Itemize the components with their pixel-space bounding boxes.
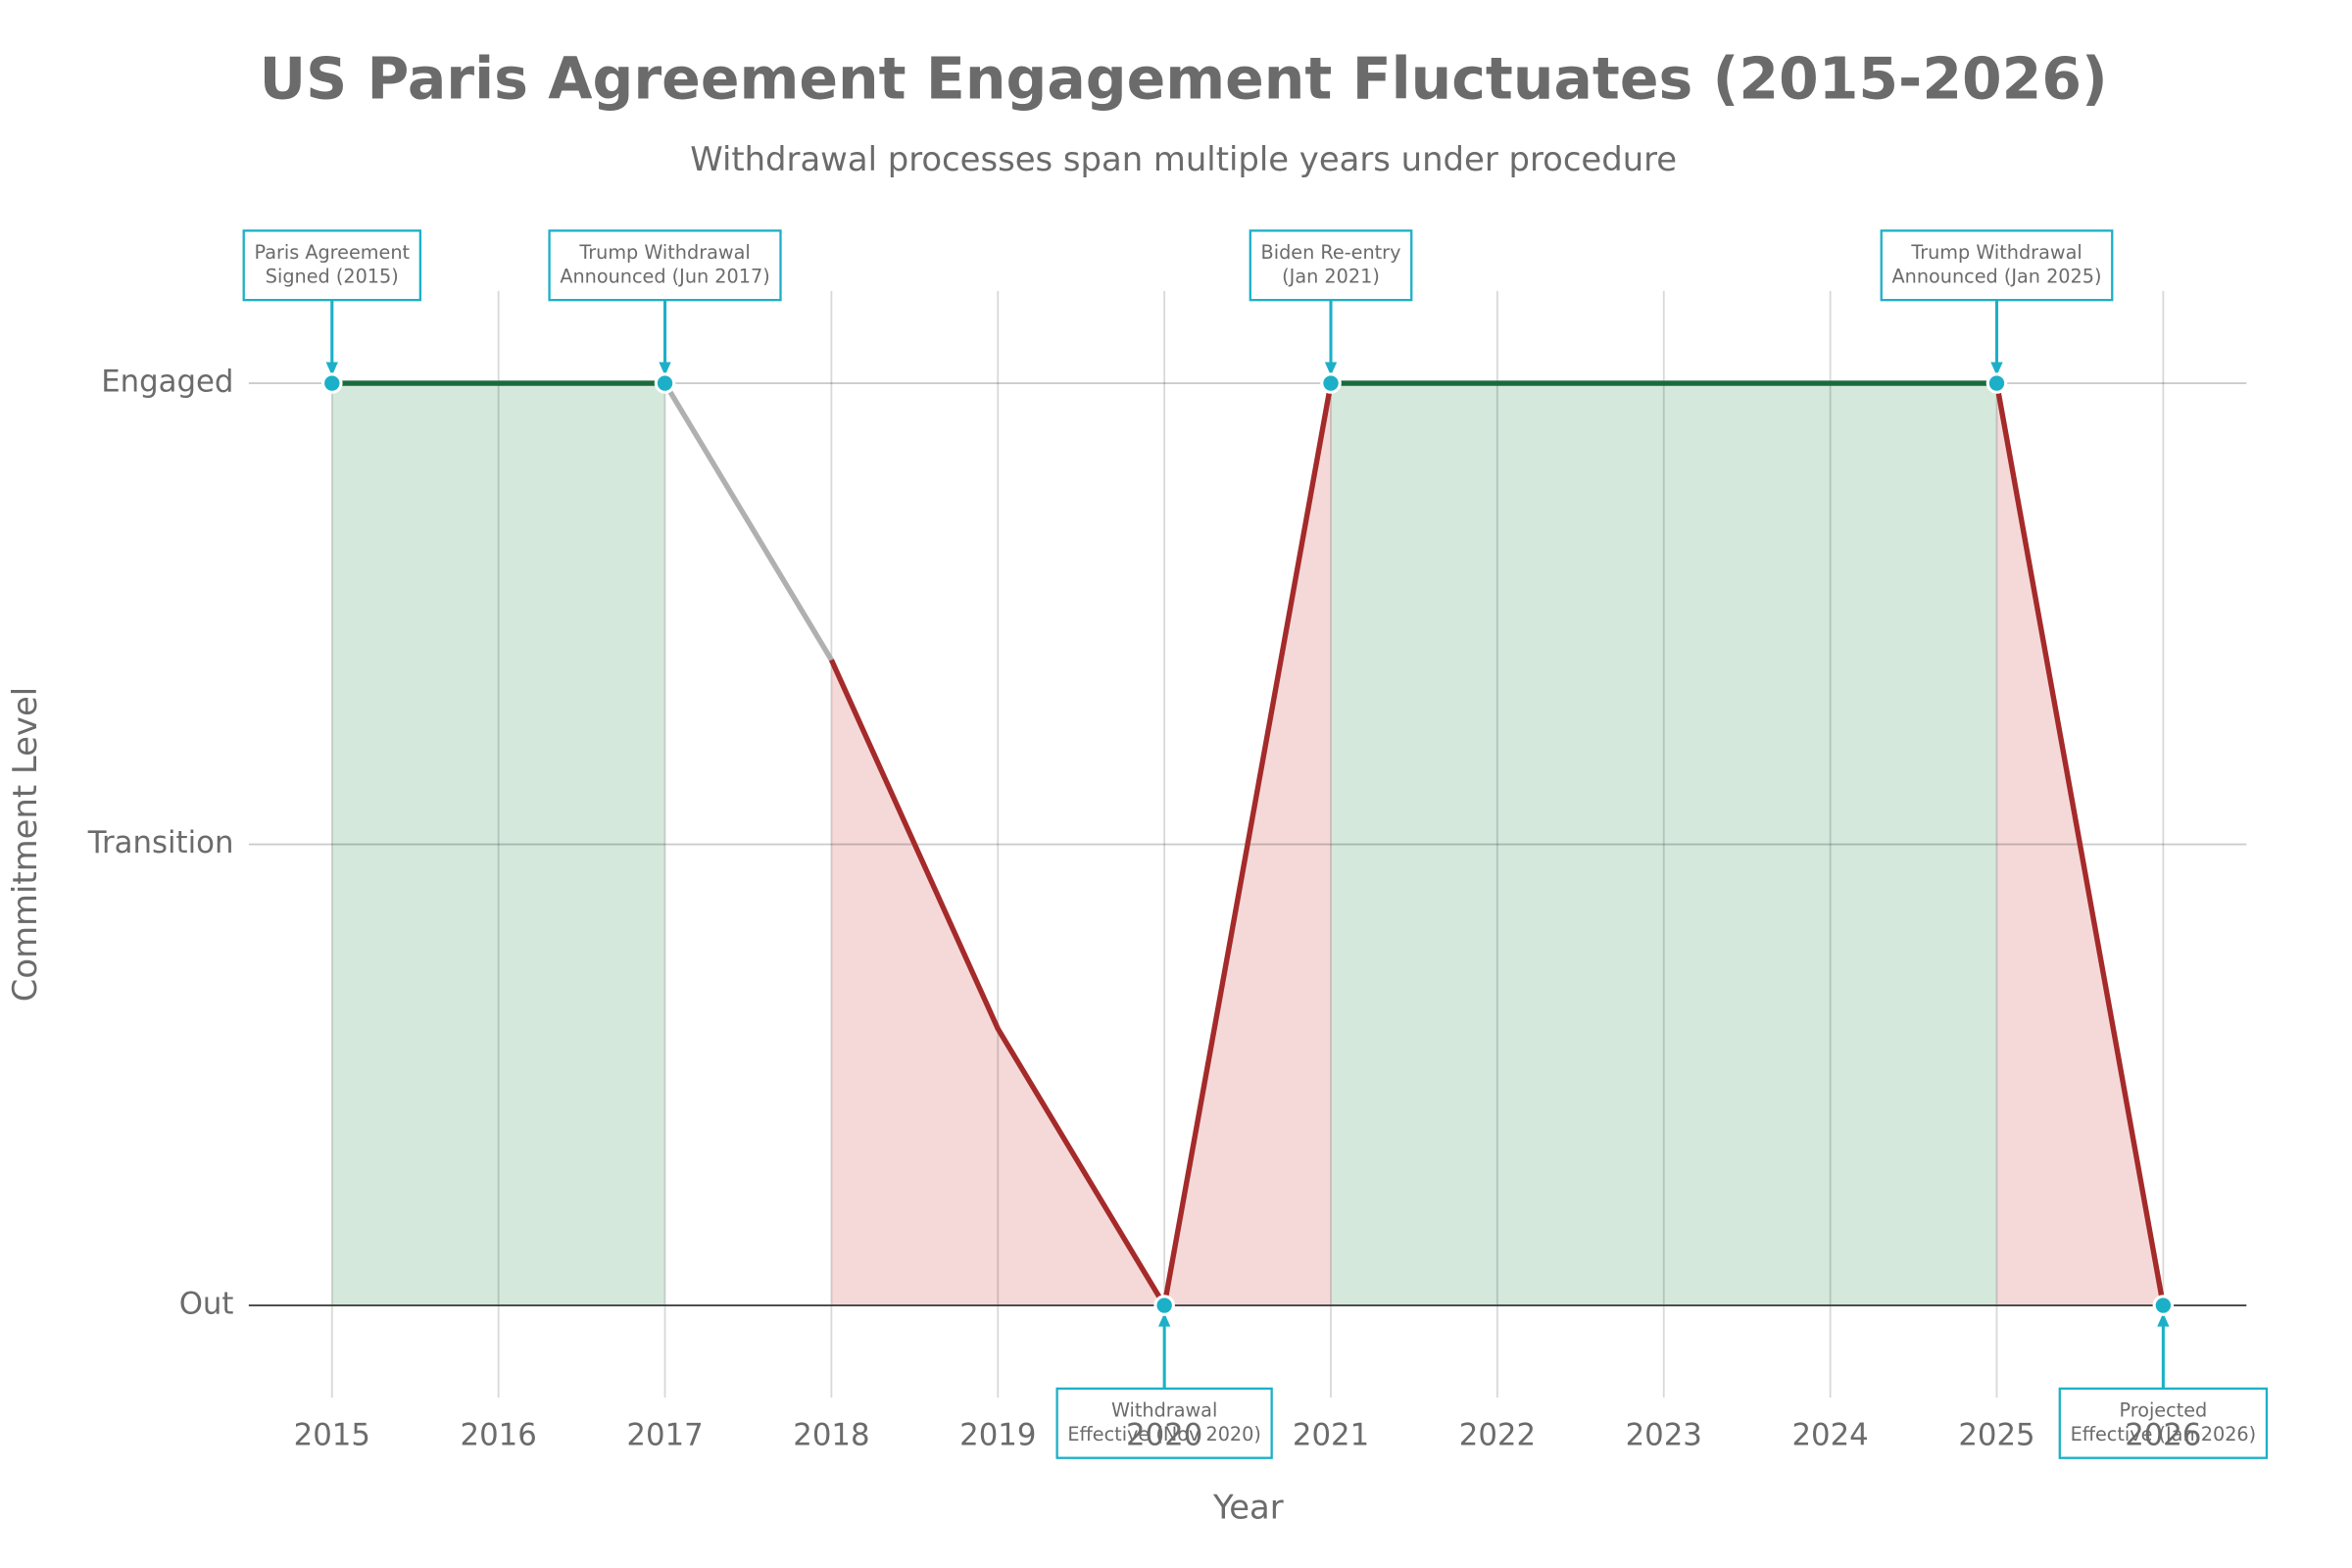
annotation-text: Trump Withdrawal [1910,241,2082,264]
area [831,383,1332,1306]
line-segment [1993,382,2167,1306]
annotation-box [242,229,422,302]
chart-title: US Paris Agreement Engagement Fluctuates… [260,46,2108,113]
line-segment [662,381,834,662]
x-tick-label: 2025 [1958,1418,2034,1453]
annotation-point [1985,372,2008,394]
x-tick-label: 2016 [461,1418,537,1453]
annotation-text: Effective (Jan 2026) [2071,1423,2257,1446]
annotation-box [548,229,782,302]
annotation-point [2152,1295,2175,1316]
x-tick-label: 2015 [294,1418,370,1453]
y-tick-label: Engaged [101,365,233,400]
annotation-point [1153,1295,1175,1316]
fills [331,383,2164,1306]
x-tick-label: 2024 [1791,1418,1868,1453]
annotation-text: Effective (Nov 2020) [1067,1423,1260,1446]
line-segment [828,382,1334,1313]
arrow-head [1157,1312,1171,1327]
x-tick-label: 2019 [959,1418,1036,1453]
grid [248,290,2247,1398]
arrow-head [325,362,338,376]
annotation-text: (Jan 2021) [1282,266,1380,288]
annotation-text: Withdrawal [1111,1398,1217,1421]
x-tick-label: 2026 [2125,1418,2201,1453]
x-tick-label: 2022 [1459,1418,1536,1453]
y-tick-label: Transition [87,825,234,860]
annotation-text: Announced (Jan 2025) [1892,266,2102,288]
x-axis-label: Year [1212,1489,1284,1527]
x-tick-label: 2018 [793,1418,869,1453]
annotation-box [1055,1387,1273,1459]
chart-subtitle: Withdrawal processes span multiple years… [690,140,1677,178]
annotation-text: Biden Re-entry [1261,241,1401,264]
arrow-head [2157,1312,2170,1327]
x-tick-label: 2023 [1626,1418,1702,1453]
annotation: Biden Re-entry(Jan 2021) [1249,229,1413,394]
area [331,383,665,1306]
area [1331,383,1997,1306]
annotation-text: Announced (Jun 2017) [560,266,769,288]
annotation-text: Trump Withdrawal [578,241,750,264]
annotation-point [654,372,676,394]
y-tick-label: Out [179,1287,234,1322]
annotation-text: Signed (2015) [266,266,399,288]
annotation-text: Paris Agreement [254,241,410,264]
x-tick-label: 2021 [1293,1418,1369,1453]
annotation-box [1880,229,2114,302]
x-tick-label: 2020 [1126,1418,1202,1453]
annotation-point [321,372,343,394]
y-axis-label: Commitment Level [6,687,44,1002]
lines [331,380,2167,1313]
arrow-head [1990,362,2003,376]
annotation-box [2058,1387,2269,1459]
arrow-head [1324,362,1338,376]
annotation-point [1320,372,1342,394]
x-tick-label: 2017 [626,1418,703,1453]
annotation-box [1249,229,1413,302]
arrow-head [659,362,671,376]
annotation-text: Projected [2119,1398,2207,1421]
